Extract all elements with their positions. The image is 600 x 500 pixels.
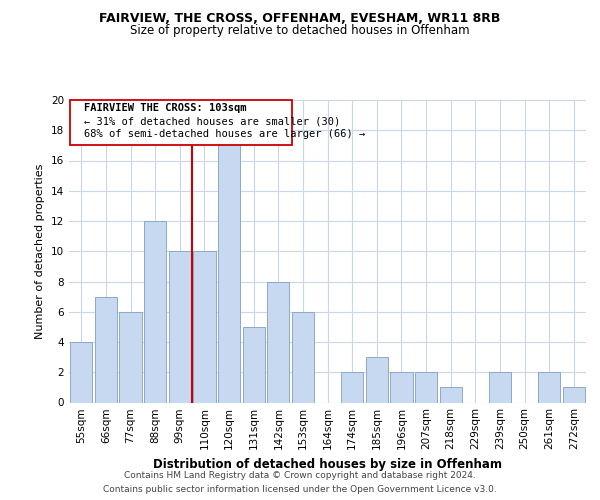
Y-axis label: Number of detached properties: Number of detached properties	[35, 164, 46, 339]
Text: FAIRVIEW, THE CROSS, OFFENHAM, EVESHAM, WR11 8RB: FAIRVIEW, THE CROSS, OFFENHAM, EVESHAM, …	[100, 12, 500, 26]
Bar	[267, 282, 289, 403]
Text: FAIRVIEW THE CROSS: 103sqm: FAIRVIEW THE CROSS: 103sqm	[84, 104, 246, 114]
Text: Size of property relative to detached houses in Offenham: Size of property relative to detached ho…	[130, 24, 470, 37]
Bar	[440, 388, 462, 402]
FancyBboxPatch shape	[70, 100, 292, 146]
Bar	[169, 251, 191, 402]
Bar	[563, 388, 585, 402]
Bar	[70, 342, 92, 402]
Bar	[489, 372, 511, 402]
Bar	[292, 312, 314, 402]
Bar	[242, 327, 265, 402]
Bar	[119, 312, 142, 402]
Bar	[538, 372, 560, 402]
Bar	[366, 357, 388, 403]
Text: 68% of semi-detached houses are larger (66) →: 68% of semi-detached houses are larger (…	[84, 129, 365, 139]
Bar	[218, 146, 240, 402]
Bar	[391, 372, 413, 402]
Text: Contains HM Land Registry data © Crown copyright and database right 2024.: Contains HM Land Registry data © Crown c…	[124, 471, 476, 480]
Bar	[415, 372, 437, 402]
Bar	[193, 251, 215, 402]
X-axis label: Distribution of detached houses by size in Offenham: Distribution of detached houses by size …	[153, 458, 502, 471]
Text: ← 31% of detached houses are smaller (30): ← 31% of detached houses are smaller (30…	[84, 116, 340, 126]
Bar	[341, 372, 364, 402]
Bar	[95, 296, 117, 403]
Text: Contains public sector information licensed under the Open Government Licence v3: Contains public sector information licen…	[103, 485, 497, 494]
Bar	[144, 221, 166, 402]
